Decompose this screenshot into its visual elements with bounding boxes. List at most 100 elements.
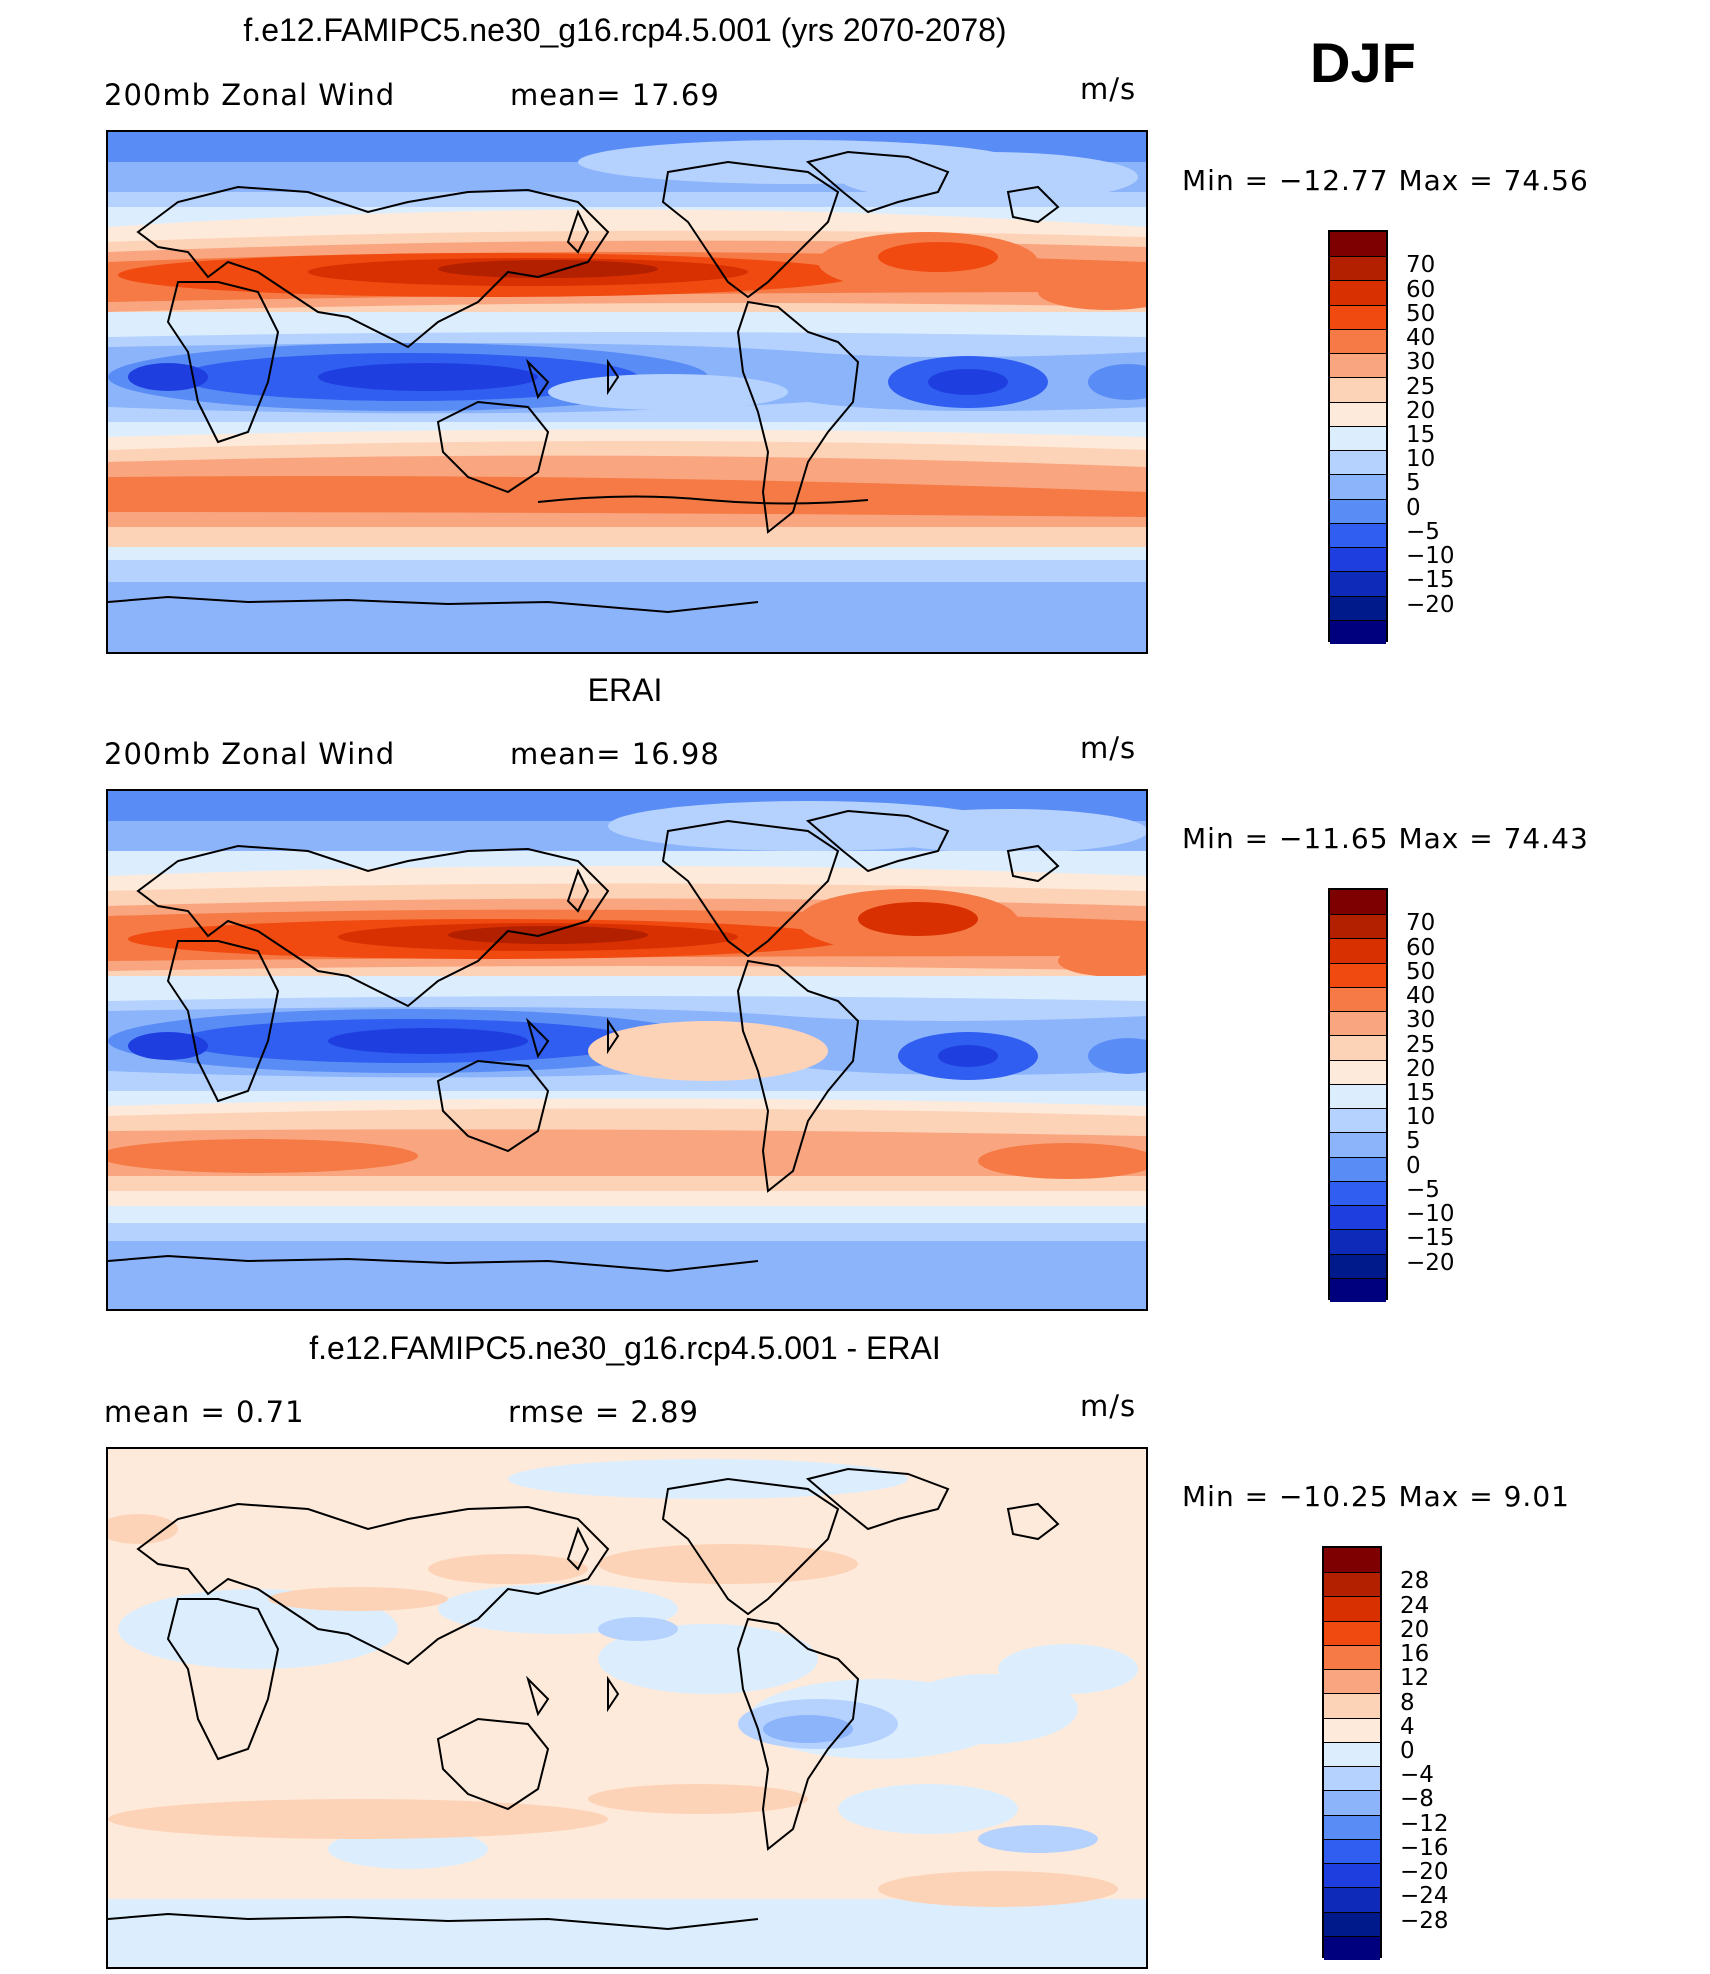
colorbar-swatch xyxy=(1330,962,1386,988)
colorbar-label: 20 xyxy=(1406,1055,1436,1082)
colorbar-swatch xyxy=(1324,1887,1380,1913)
panel2-title: ERAI xyxy=(587,672,663,708)
panel3-colorbar-swatches xyxy=(1322,1546,1382,1961)
colorbar-swatch xyxy=(1330,914,1386,939)
colorbar-label: 30 xyxy=(1406,349,1436,376)
colorbar-swatch xyxy=(1330,498,1386,524)
panel3-units-label: m/s xyxy=(1080,1389,1137,1423)
colorbar-label: 4 xyxy=(1400,1713,1415,1740)
colorbar-label: 20 xyxy=(1406,397,1436,424)
colorbar-label: 40 xyxy=(1406,983,1436,1010)
colorbar-swatch xyxy=(1330,1156,1386,1182)
colorbar-label: −8 xyxy=(1400,1786,1434,1813)
panel1-map xyxy=(106,130,1148,654)
colorbar-swatch xyxy=(1330,938,1386,964)
colorbar-swatch xyxy=(1324,1911,1380,1937)
panel1-variable-label: 200mb Zonal Wind xyxy=(104,78,396,112)
colorbar-label: 50 xyxy=(1406,958,1436,985)
panel2-units-label: m/s xyxy=(1080,731,1137,765)
colorbar-label: −5 xyxy=(1406,1176,1440,1203)
colorbar-swatch xyxy=(1324,1790,1380,1816)
colorbar-label: 15 xyxy=(1406,1080,1436,1106)
colorbar-label: −16 xyxy=(1400,1834,1449,1861)
colorbar-swatch xyxy=(1330,619,1386,645)
colorbar-label: 12 xyxy=(1400,1665,1430,1692)
colorbar-swatch xyxy=(1330,328,1386,354)
colorbar-label: 8 xyxy=(1400,1689,1415,1716)
colorbar-swatch xyxy=(1330,595,1386,621)
colorbar-label: −10 xyxy=(1406,543,1455,570)
panel1-colorbar-swatches xyxy=(1328,230,1388,645)
colorbar-swatch xyxy=(1330,547,1386,572)
colorbar-swatch xyxy=(1330,232,1386,257)
colorbar-swatch xyxy=(1324,1717,1380,1743)
colorbar-label: 5 xyxy=(1406,470,1421,497)
colorbar-swatch xyxy=(1330,474,1386,500)
colorbar-label: 10 xyxy=(1406,446,1436,473)
colorbar-label: 24 xyxy=(1400,1592,1430,1619)
season-label: DJF xyxy=(1310,31,1416,94)
colorbar-label: 15 xyxy=(1406,422,1436,448)
colorbar-swatch xyxy=(1330,986,1386,1012)
panel3-rmse-label: rmse = 2.89 xyxy=(508,1395,699,1429)
colorbar-label: 70 xyxy=(1406,252,1436,279)
panel1-mean-label: mean= 17.69 xyxy=(510,78,720,112)
colorbar-swatch xyxy=(1330,304,1386,330)
panel3-title: f.e12.FAMIPC5.ne30_g16.rcp4.5.001 - ERAI xyxy=(309,1330,941,1366)
colorbar-swatch xyxy=(1330,1059,1386,1085)
colorbar-label: 16 xyxy=(1400,1641,1430,1668)
colorbar-label: −20 xyxy=(1400,1859,1449,1886)
colorbar-swatch xyxy=(1330,1132,1386,1158)
colorbar-label: 5 xyxy=(1406,1128,1421,1155)
colorbar-swatch xyxy=(1330,353,1386,378)
colorbar-label: −12 xyxy=(1400,1810,1449,1837)
panel2-colorbar: 70 60 50 40 30 25 20 15 10 5 0 −5 −10 −15 −20 xyxy=(1328,888,1468,1303)
colorbar-label: 50 xyxy=(1406,300,1436,327)
colorbar-label: −4 xyxy=(1400,1762,1434,1789)
colorbar-swatch xyxy=(1330,522,1386,548)
colorbar-swatch xyxy=(1324,1693,1380,1719)
panel3-mean-label: mean = 0.71 xyxy=(104,1395,305,1429)
colorbar-label: 40 xyxy=(1406,325,1436,352)
colorbar-label: −15 xyxy=(1406,1225,1455,1252)
colorbar-swatch xyxy=(1330,377,1386,403)
panel3-minmax: Min = −10.25 Max = 9.01 xyxy=(1182,1480,1570,1513)
colorbar-swatch xyxy=(1330,1035,1386,1061)
colorbar-label: 70 xyxy=(1406,910,1436,937)
colorbar-swatch xyxy=(1330,425,1386,451)
colorbar-swatch xyxy=(1324,1814,1380,1840)
panel1-colorbar: 70 60 50 40 30 25 20 15 10 5 0 −5 −10 −15 −20 xyxy=(1328,230,1468,645)
colorbar-swatch xyxy=(1330,1011,1386,1036)
colorbar-label: 20 xyxy=(1400,1616,1430,1643)
colorbar-swatch xyxy=(1330,1205,1386,1230)
colorbar-label: 28 xyxy=(1400,1568,1430,1595)
colorbar-swatch xyxy=(1330,1180,1386,1206)
colorbar-label: −5 xyxy=(1406,518,1440,545)
panel1-units-label: m/s xyxy=(1080,72,1137,106)
colorbar-label: 10 xyxy=(1406,1104,1436,1131)
colorbar-label: −28 xyxy=(1400,1907,1449,1934)
panel2-minmax: Min = −11.65 Max = 74.43 xyxy=(1182,822,1589,855)
colorbar-swatch xyxy=(1324,1838,1380,1864)
colorbar-swatch xyxy=(1330,1083,1386,1109)
colorbar-label: −10 xyxy=(1406,1201,1455,1228)
panel2-variable-label: 200mb Zonal Wind xyxy=(104,737,396,771)
colorbar-swatch xyxy=(1324,1620,1380,1646)
colorbar-label: −20 xyxy=(1406,1249,1455,1276)
colorbar-swatch xyxy=(1330,1229,1386,1255)
panel1-minmax: Min = −12.77 Max = 74.56 xyxy=(1182,164,1589,197)
colorbar-swatch xyxy=(1324,1863,1380,1888)
colorbar-swatch xyxy=(1330,450,1386,475)
colorbar-swatch xyxy=(1324,1669,1380,1694)
colorbar-swatch xyxy=(1330,890,1386,915)
panel3-map xyxy=(106,1447,1148,1969)
colorbar-swatch xyxy=(1324,1572,1380,1597)
colorbar-swatch xyxy=(1324,1935,1380,1961)
colorbar-swatch xyxy=(1324,1644,1380,1670)
colorbar-label: 0 xyxy=(1406,1152,1421,1179)
colorbar-label: −15 xyxy=(1406,567,1455,594)
colorbar-swatch xyxy=(1330,280,1386,306)
colorbar-swatch xyxy=(1324,1596,1380,1622)
panel2-colorbar-swatches xyxy=(1328,888,1388,1303)
colorbar-swatch xyxy=(1330,401,1386,427)
